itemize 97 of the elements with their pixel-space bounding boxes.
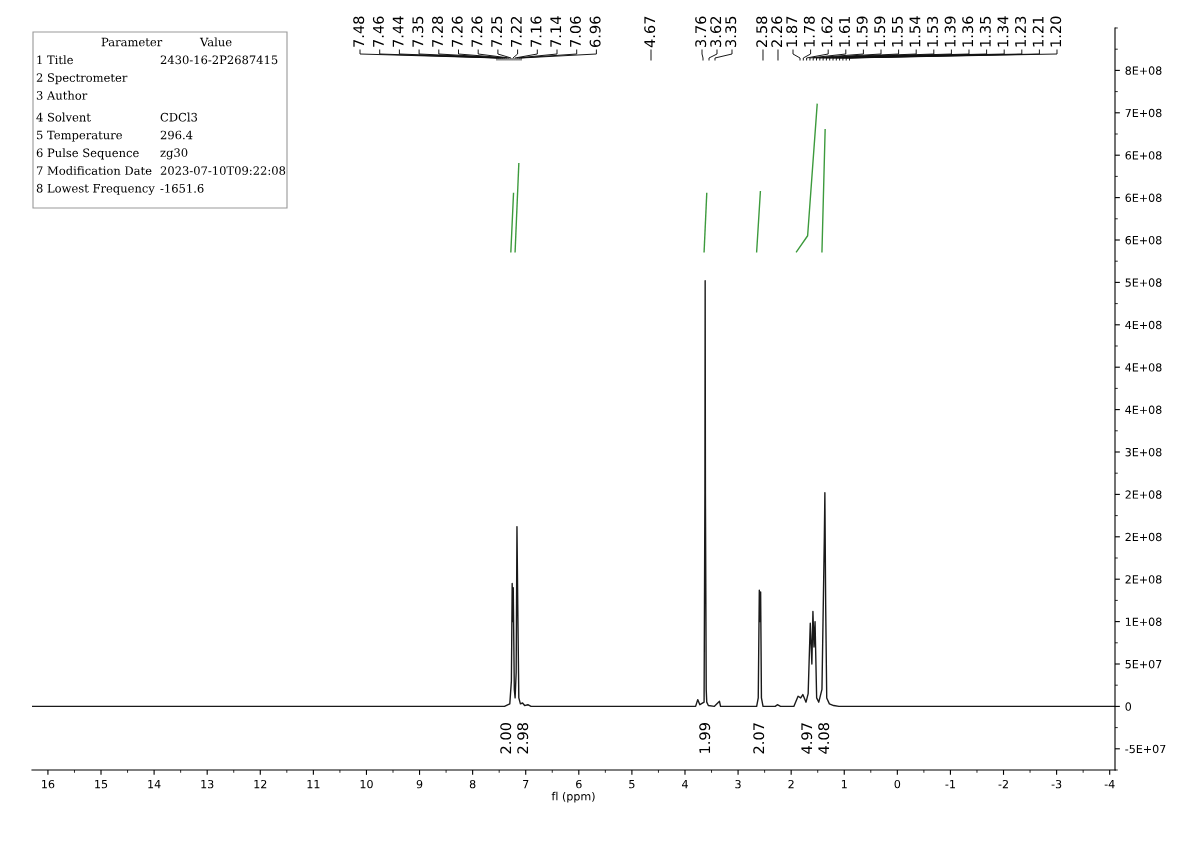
y-tick-label: 4E+08 xyxy=(1125,320,1162,330)
line-series xyxy=(32,280,1115,708)
x-tick-label: 16 xyxy=(42,779,55,789)
x-tick-label: 15 xyxy=(95,780,108,789)
x-tick-label: 8 xyxy=(469,779,476,789)
x-tick-label: 14 xyxy=(148,780,161,789)
annotation: 2.58 xyxy=(756,16,768,47)
annotation: 1 Title xyxy=(37,55,73,65)
annotation: 2.00 xyxy=(500,722,512,754)
annotation: 1.23 xyxy=(1015,16,1027,47)
annotation: 6 Pulse Sequence xyxy=(36,148,139,160)
annotation: 7.46 xyxy=(372,16,384,47)
annotation: 4.97 xyxy=(801,723,813,754)
x-tick-label: 12 xyxy=(254,779,267,789)
annotation: Parameter xyxy=(101,37,163,47)
annotation: 1.39 xyxy=(944,16,956,47)
x-tick-label: -4 xyxy=(1104,780,1115,789)
annotation: 1.54 xyxy=(909,16,921,47)
annotation: 2430-16-2P2687415 xyxy=(160,55,278,65)
y-tick-label: 8E+08 xyxy=(1125,66,1162,75)
annotation: 1.99 xyxy=(699,723,711,753)
y-tick-label: 1E+08 xyxy=(1125,617,1162,626)
annotation: 2.98 xyxy=(517,723,529,754)
y-tick-label: 5E+08 xyxy=(1125,278,1162,287)
annotation: 1.21 xyxy=(1032,16,1044,47)
x-tick-label: 13 xyxy=(201,779,214,789)
x-tick-label: 0 xyxy=(894,779,901,789)
annotation: 2.07 xyxy=(753,723,765,754)
annotation: 1.62 xyxy=(821,16,833,47)
annotation: CDCl3 xyxy=(160,112,198,122)
y-tick-label: 7E+08 xyxy=(1125,108,1162,118)
annotation: 1.20 xyxy=(1050,16,1062,47)
annotation: 7.48 xyxy=(353,16,365,47)
x-tick-label: 6 xyxy=(576,779,582,789)
annotation: 4 Solvent xyxy=(36,112,91,122)
annotation: 7 Modification Date xyxy=(36,166,152,175)
annotation: 1.36 xyxy=(962,16,974,47)
annotation: 4.08 xyxy=(818,723,830,754)
y-tick-label: 2E+08 xyxy=(1125,532,1162,542)
annotation: 7.22 xyxy=(510,16,522,47)
annotation: Value xyxy=(199,37,232,47)
x-tick-label: 4 xyxy=(681,780,688,789)
annotation: 1.61 xyxy=(839,16,851,47)
annotation: 1.35 xyxy=(979,16,991,47)
annotation: 2.26 xyxy=(771,16,783,47)
x-tick-label: 3 xyxy=(735,779,741,789)
annotation: 8 Lowest Frequency xyxy=(36,183,155,195)
x-tick-label: 9 xyxy=(416,779,423,789)
annotation: 7.44 xyxy=(392,16,404,47)
annotation: 7.26 xyxy=(451,16,463,47)
annotation: 1.55 xyxy=(891,16,903,47)
y-tick-label: 6E+08 xyxy=(1125,151,1162,160)
annotation: 6.96 xyxy=(589,16,601,47)
annotation: 1.87 xyxy=(786,16,798,47)
y-tick-label: 6E+08 xyxy=(1125,193,1162,202)
y-tick-label: 6E+08 xyxy=(1125,235,1162,245)
x-tick-label: 5 xyxy=(629,780,635,789)
y-tick-label: 0 xyxy=(1125,702,1132,711)
x-tick-label: -3 xyxy=(1051,779,1062,789)
x-axis-title: fl (ppm) xyxy=(551,791,595,803)
x-tick-label: 7 xyxy=(523,780,529,789)
annotation: 7.16 xyxy=(530,16,542,47)
annotation: 3.62 xyxy=(710,16,722,47)
annotation: 1.59 xyxy=(856,16,868,47)
annotation: 1.34 xyxy=(997,16,1009,47)
annotation: 1.78 xyxy=(803,16,815,47)
annotation: 3.76 xyxy=(695,16,707,47)
x-tick-label: 1 xyxy=(841,780,847,789)
annotation: -1651.6 xyxy=(160,184,204,193)
annotation: zg30 xyxy=(160,148,188,160)
annotation: 2 Spectrometer xyxy=(36,73,128,85)
annotation: 5 Temperature xyxy=(36,130,122,142)
annotation: 1.53 xyxy=(927,16,939,47)
x-tick-label: -2 xyxy=(998,779,1008,789)
annotation: 3.35 xyxy=(725,16,737,47)
annotation: 4.67 xyxy=(644,16,656,48)
annotation: 7.14 xyxy=(550,16,562,47)
y-tick-label: 3E+08 xyxy=(1125,447,1162,457)
y-tick-label: 2E+08 xyxy=(1125,575,1162,584)
annotation: 296.4 xyxy=(160,130,193,140)
x-tick-label: 10 xyxy=(360,779,373,789)
x-tick-label: 11 xyxy=(307,780,320,789)
annotation: 1.59 xyxy=(874,16,886,47)
y-tick-label: 4E+08 xyxy=(1125,363,1162,372)
annotation: 2023-07-10T09:22:08 xyxy=(160,166,286,175)
annotation: 7.26 xyxy=(471,16,483,47)
annotation: 3 Author xyxy=(36,90,88,100)
annotation: 7.06 xyxy=(569,16,581,47)
x-tick-label: -1 xyxy=(945,780,955,789)
y-tick-label: 4E+08 xyxy=(1125,405,1162,414)
x-tick-label: 2 xyxy=(788,779,794,789)
y-tick-label: 2E+08 xyxy=(1125,490,1162,499)
y-tick-label: 5E+07 xyxy=(1125,659,1162,669)
annotation: 7.25 xyxy=(491,16,503,47)
y-tick-label: -5E+07 xyxy=(1125,744,1166,754)
annotation: 7.35 xyxy=(412,16,424,47)
annotation: 7.28 xyxy=(432,16,444,47)
